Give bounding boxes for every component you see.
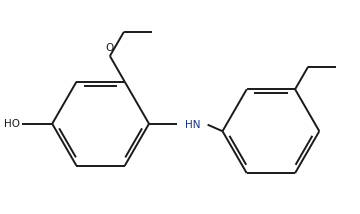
Text: O: O: [106, 43, 114, 53]
Text: HO: HO: [4, 119, 20, 129]
Text: HN: HN: [185, 120, 201, 130]
